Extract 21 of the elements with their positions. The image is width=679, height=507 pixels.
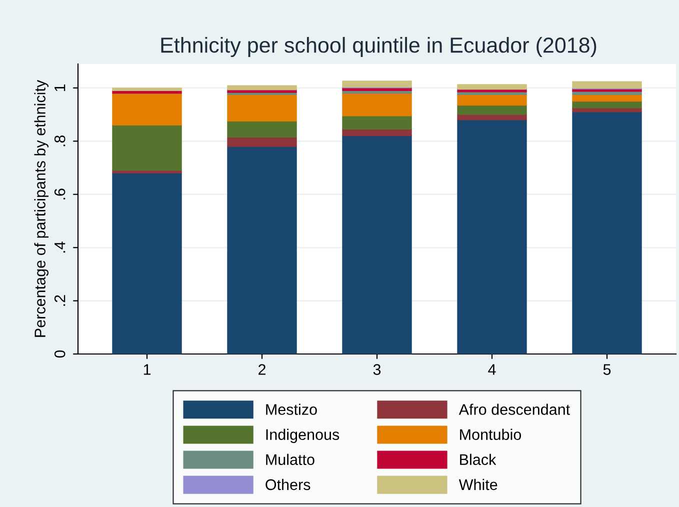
x-tick-label: 4 (488, 364, 496, 375)
legend-label: Mulatto (266, 454, 314, 466)
y-tick-label: .8 (54, 135, 66, 146)
x-tick-label: 2 (258, 364, 266, 375)
legend-label: White (458, 478, 498, 490)
y-tick-label: .2 (54, 295, 66, 306)
y-axis-title: Percentage of participants by ethnicity (34, 80, 48, 337)
y-tick-label: .4 (54, 242, 66, 253)
legend-label: Afro descendant (458, 404, 570, 415)
legend-label: Others (266, 478, 310, 490)
x-tick-label: 1 (144, 364, 151, 375)
legend-label: Indigenous (266, 428, 340, 444)
y-tick-label: 0 (54, 350, 66, 358)
y-tick-label: 1 (54, 84, 66, 92)
y-tick-label: .6 (54, 188, 66, 200)
legend-label: Mestizo (266, 404, 317, 415)
x-tick-label: 3 (373, 364, 381, 375)
legend-label: Black (460, 454, 496, 466)
chart-title: Ethnicity per school quintile in Ecuador (2018) (161, 36, 596, 58)
legend-label: Montubio (460, 428, 522, 440)
x-tick-label: 5 (603, 364, 611, 375)
